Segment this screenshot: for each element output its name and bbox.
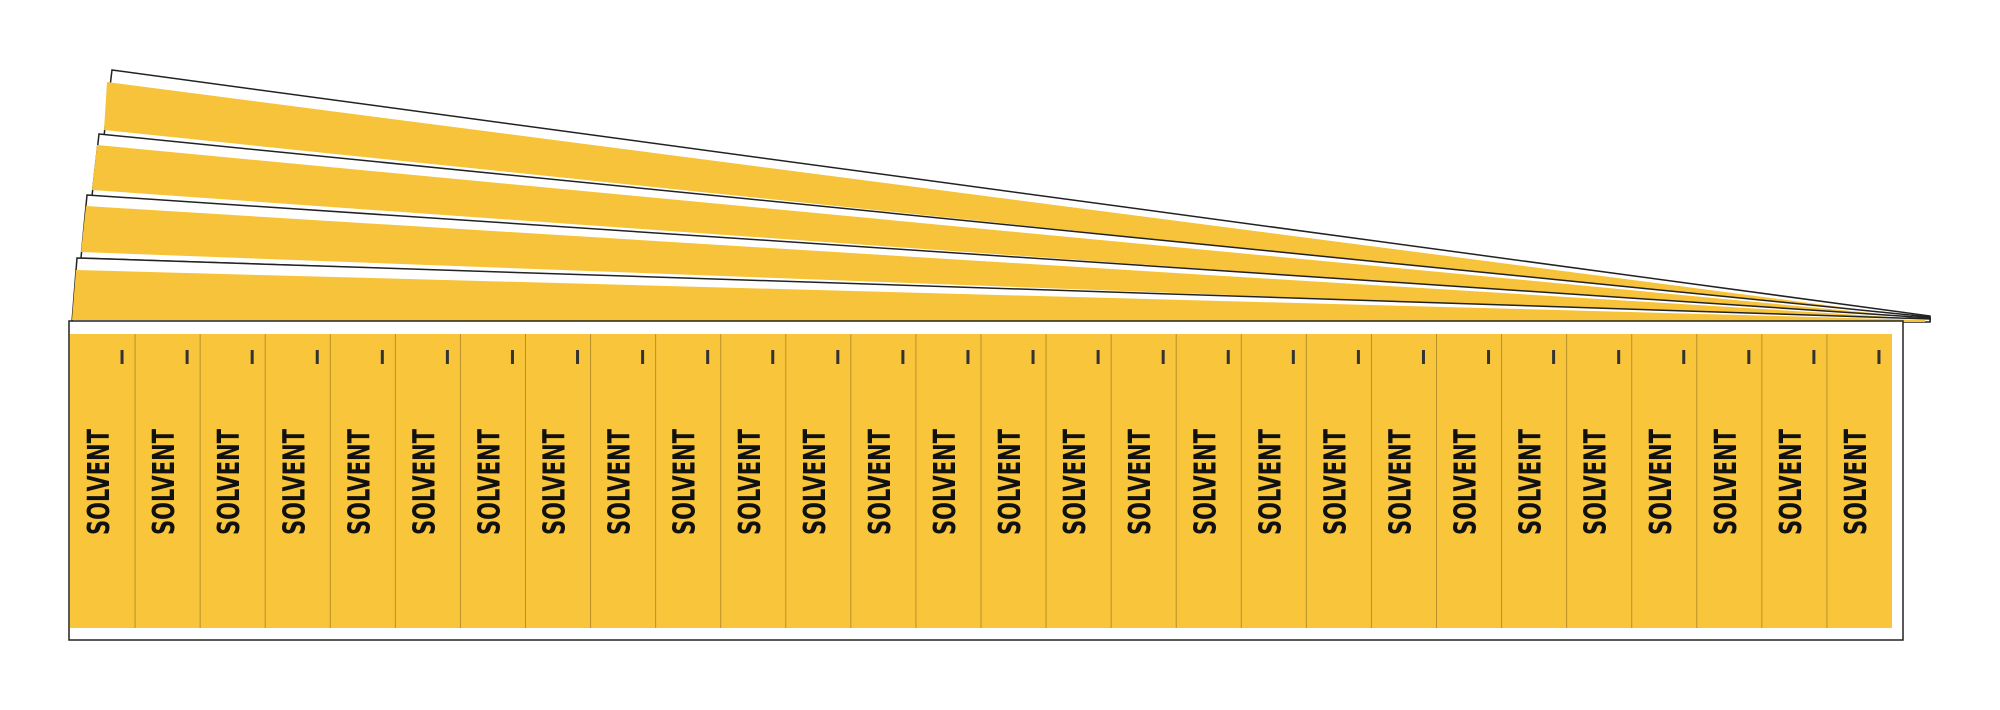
back-sheets — [71, 69, 1931, 323]
small-print — [185, 350, 189, 364]
small-print — [706, 350, 710, 364]
label-text: SOLVENT — [1253, 429, 1288, 535]
small-print — [576, 350, 580, 364]
label-text: SOLVENT — [1383, 429, 1418, 535]
label-text: SOLVENT — [1709, 429, 1744, 535]
label-text: SOLVENT — [1774, 429, 1809, 535]
label-text: SOLVENT — [342, 429, 377, 535]
small-print — [771, 350, 775, 364]
small-print — [380, 350, 384, 364]
back-sheet-band — [81, 206, 1925, 321]
small-print — [1421, 350, 1425, 364]
small-print — [250, 350, 254, 364]
label-text: SOLVENT — [863, 429, 898, 535]
label-text: SOLVENT — [538, 429, 573, 535]
label-text: SOLVENT — [993, 429, 1028, 535]
small-print — [1031, 350, 1035, 364]
small-print — [1096, 350, 1100, 364]
small-print — [1356, 350, 1360, 364]
label-text: SOLVENT — [1579, 429, 1614, 535]
label-text: SOLVENT — [472, 429, 507, 535]
small-print — [1487, 350, 1491, 364]
label-text: SOLVENT — [82, 429, 117, 535]
label-strips: SOLVENT SOLVENT SOLVENT SOLVENT SOLVENT SOLVE… — [82, 334, 1881, 628]
label-text: SOLVENT — [1318, 429, 1353, 535]
small-print — [1812, 350, 1816, 364]
back-sheet-band — [104, 82, 1925, 319]
label-text: SOLVENT — [1839, 429, 1874, 535]
label-text: SOLVENT — [603, 429, 638, 535]
label-text: SOLVENT — [212, 429, 247, 535]
small-print — [510, 350, 514, 364]
small-print — [641, 350, 645, 364]
small-print — [836, 350, 840, 364]
small-print — [1617, 350, 1621, 364]
label-text: SOLVENT — [1514, 429, 1549, 535]
small-print — [1291, 350, 1295, 364]
label-text: SOLVENT — [1449, 429, 1484, 535]
small-print — [315, 350, 319, 364]
label-text: SOLVENT — [798, 429, 833, 535]
label-text: SOLVENT — [407, 429, 442, 535]
label-text: SOLVENT — [928, 429, 963, 535]
label-text: SOLVENT — [733, 429, 768, 535]
small-print — [966, 350, 970, 364]
small-print — [1226, 350, 1230, 364]
small-print — [901, 350, 905, 364]
small-print — [1747, 350, 1751, 364]
label-text: SOLVENT — [1058, 429, 1093, 535]
small-print — [1161, 350, 1165, 364]
label-text: SOLVENT — [277, 429, 312, 535]
small-print — [1682, 350, 1686, 364]
small-print — [1552, 350, 1556, 364]
back-sheet-band — [92, 145, 1925, 320]
small-print — [120, 350, 124, 364]
small-print — [1877, 350, 1881, 364]
label-text: SOLVENT — [1188, 429, 1223, 535]
label-text: SOLVENT — [668, 429, 703, 535]
back-sheet-band — [72, 270, 1925, 322]
label-text: SOLVENT — [147, 429, 182, 535]
label-text: SOLVENT — [1644, 429, 1679, 535]
small-print — [445, 350, 449, 364]
label-text: SOLVENT — [1123, 429, 1158, 535]
